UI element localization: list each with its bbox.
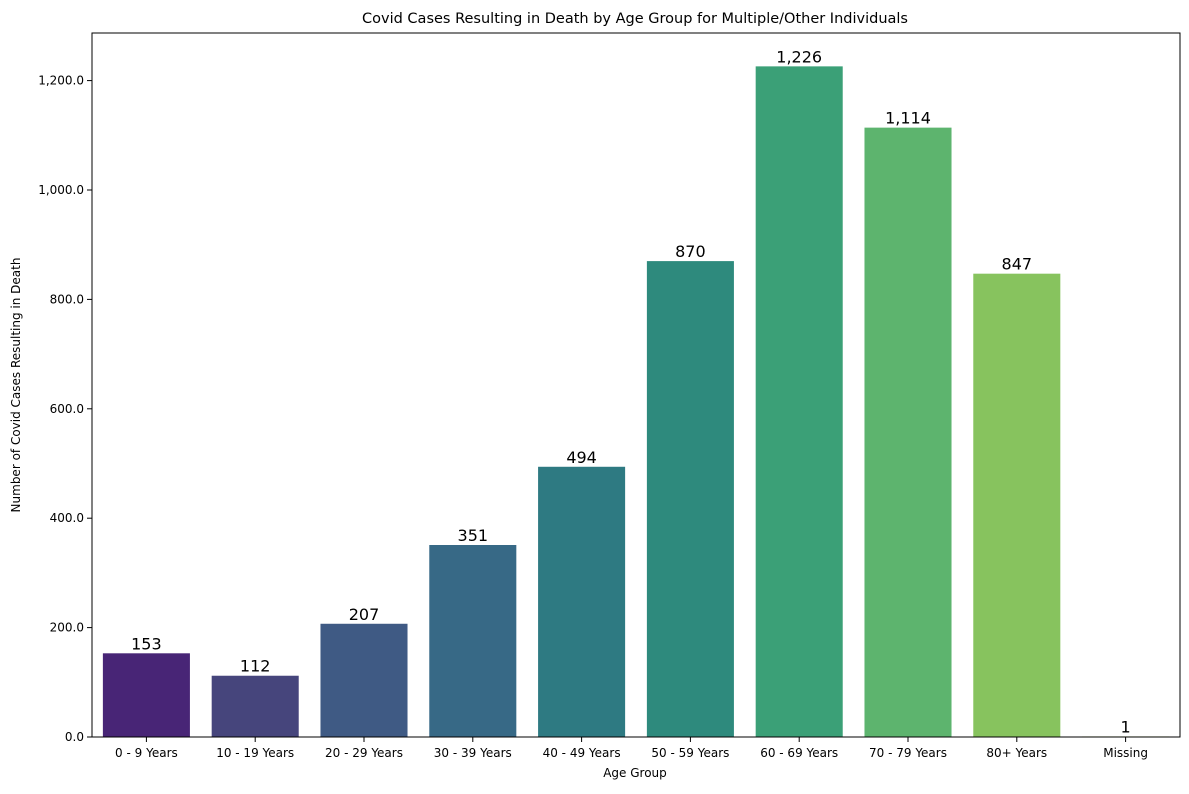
- x-tick-label: 80+ Years: [986, 746, 1047, 760]
- bar: [646, 261, 734, 737]
- x-tick-label: 70 - 79 Years: [869, 746, 947, 760]
- y-tick-label: 0.0: [65, 730, 84, 744]
- bar-value-label: 1,114: [885, 109, 931, 128]
- y-tick-label: 1,000.0: [38, 183, 84, 197]
- bar-value-label: 112: [240, 657, 271, 676]
- x-axis: 0 - 9 Years 10 - 19 Years 20 - 29 Years 30 …: [115, 737, 1148, 760]
- y-tick-label: 1,200.0: [38, 74, 84, 88]
- x-tick-label: 40 - 49 Years: [543, 746, 621, 760]
- bar: [864, 127, 952, 738]
- x-tick-label: 30 - 39 Years: [434, 746, 512, 760]
- bar: [320, 623, 408, 737]
- bar: [755, 66, 843, 737]
- x-tick-label: 10 - 19 Years: [216, 746, 294, 760]
- x-tick-label: 20 - 29 Years: [325, 746, 403, 760]
- bar-value-label: 1,226: [776, 47, 822, 66]
- y-axis-label: Number of Covid Cases Resulting in Death: [9, 258, 23, 513]
- x-tick-label: 50 - 59 Years: [651, 746, 729, 760]
- bar-value-label: 153: [131, 634, 162, 653]
- bar-value-label: 870: [675, 242, 706, 261]
- y-tick-label: 400.0: [50, 511, 84, 525]
- x-axis-label: Age Group: [603, 766, 667, 780]
- bar: [429, 545, 517, 737]
- y-tick-label: 200.0: [50, 621, 84, 635]
- chart-title: Covid Cases Resulting in Death by Age Gr…: [362, 11, 908, 27]
- bar: [973, 273, 1061, 737]
- bar: [538, 466, 626, 737]
- x-tick-label: 0 - 9 Years: [115, 746, 178, 760]
- y-tick-label: 800.0: [50, 292, 84, 306]
- bar: [102, 653, 190, 737]
- bar-value-label: 1: [1121, 717, 1131, 736]
- x-tick-label: Missing: [1103, 746, 1148, 760]
- y-axis: 0.0 200.0 400.0 600.0 800.0 1,000.0 1,200.0: [38, 74, 92, 744]
- bar: [211, 675, 299, 737]
- bar-value-label: 847: [1002, 255, 1033, 274]
- y-tick-label: 600.0: [50, 402, 84, 416]
- bar-value-label: 494: [566, 448, 597, 467]
- plot-frame: [91, 32, 1181, 738]
- bar-value-label: 351: [458, 526, 489, 545]
- bar-series: 153 112 207 351 494 870 1,226 1,114 847 1: [102, 47, 1170, 738]
- x-tick-label: 60 - 69 Years: [760, 746, 838, 760]
- bar-value-label: 207: [349, 605, 380, 624]
